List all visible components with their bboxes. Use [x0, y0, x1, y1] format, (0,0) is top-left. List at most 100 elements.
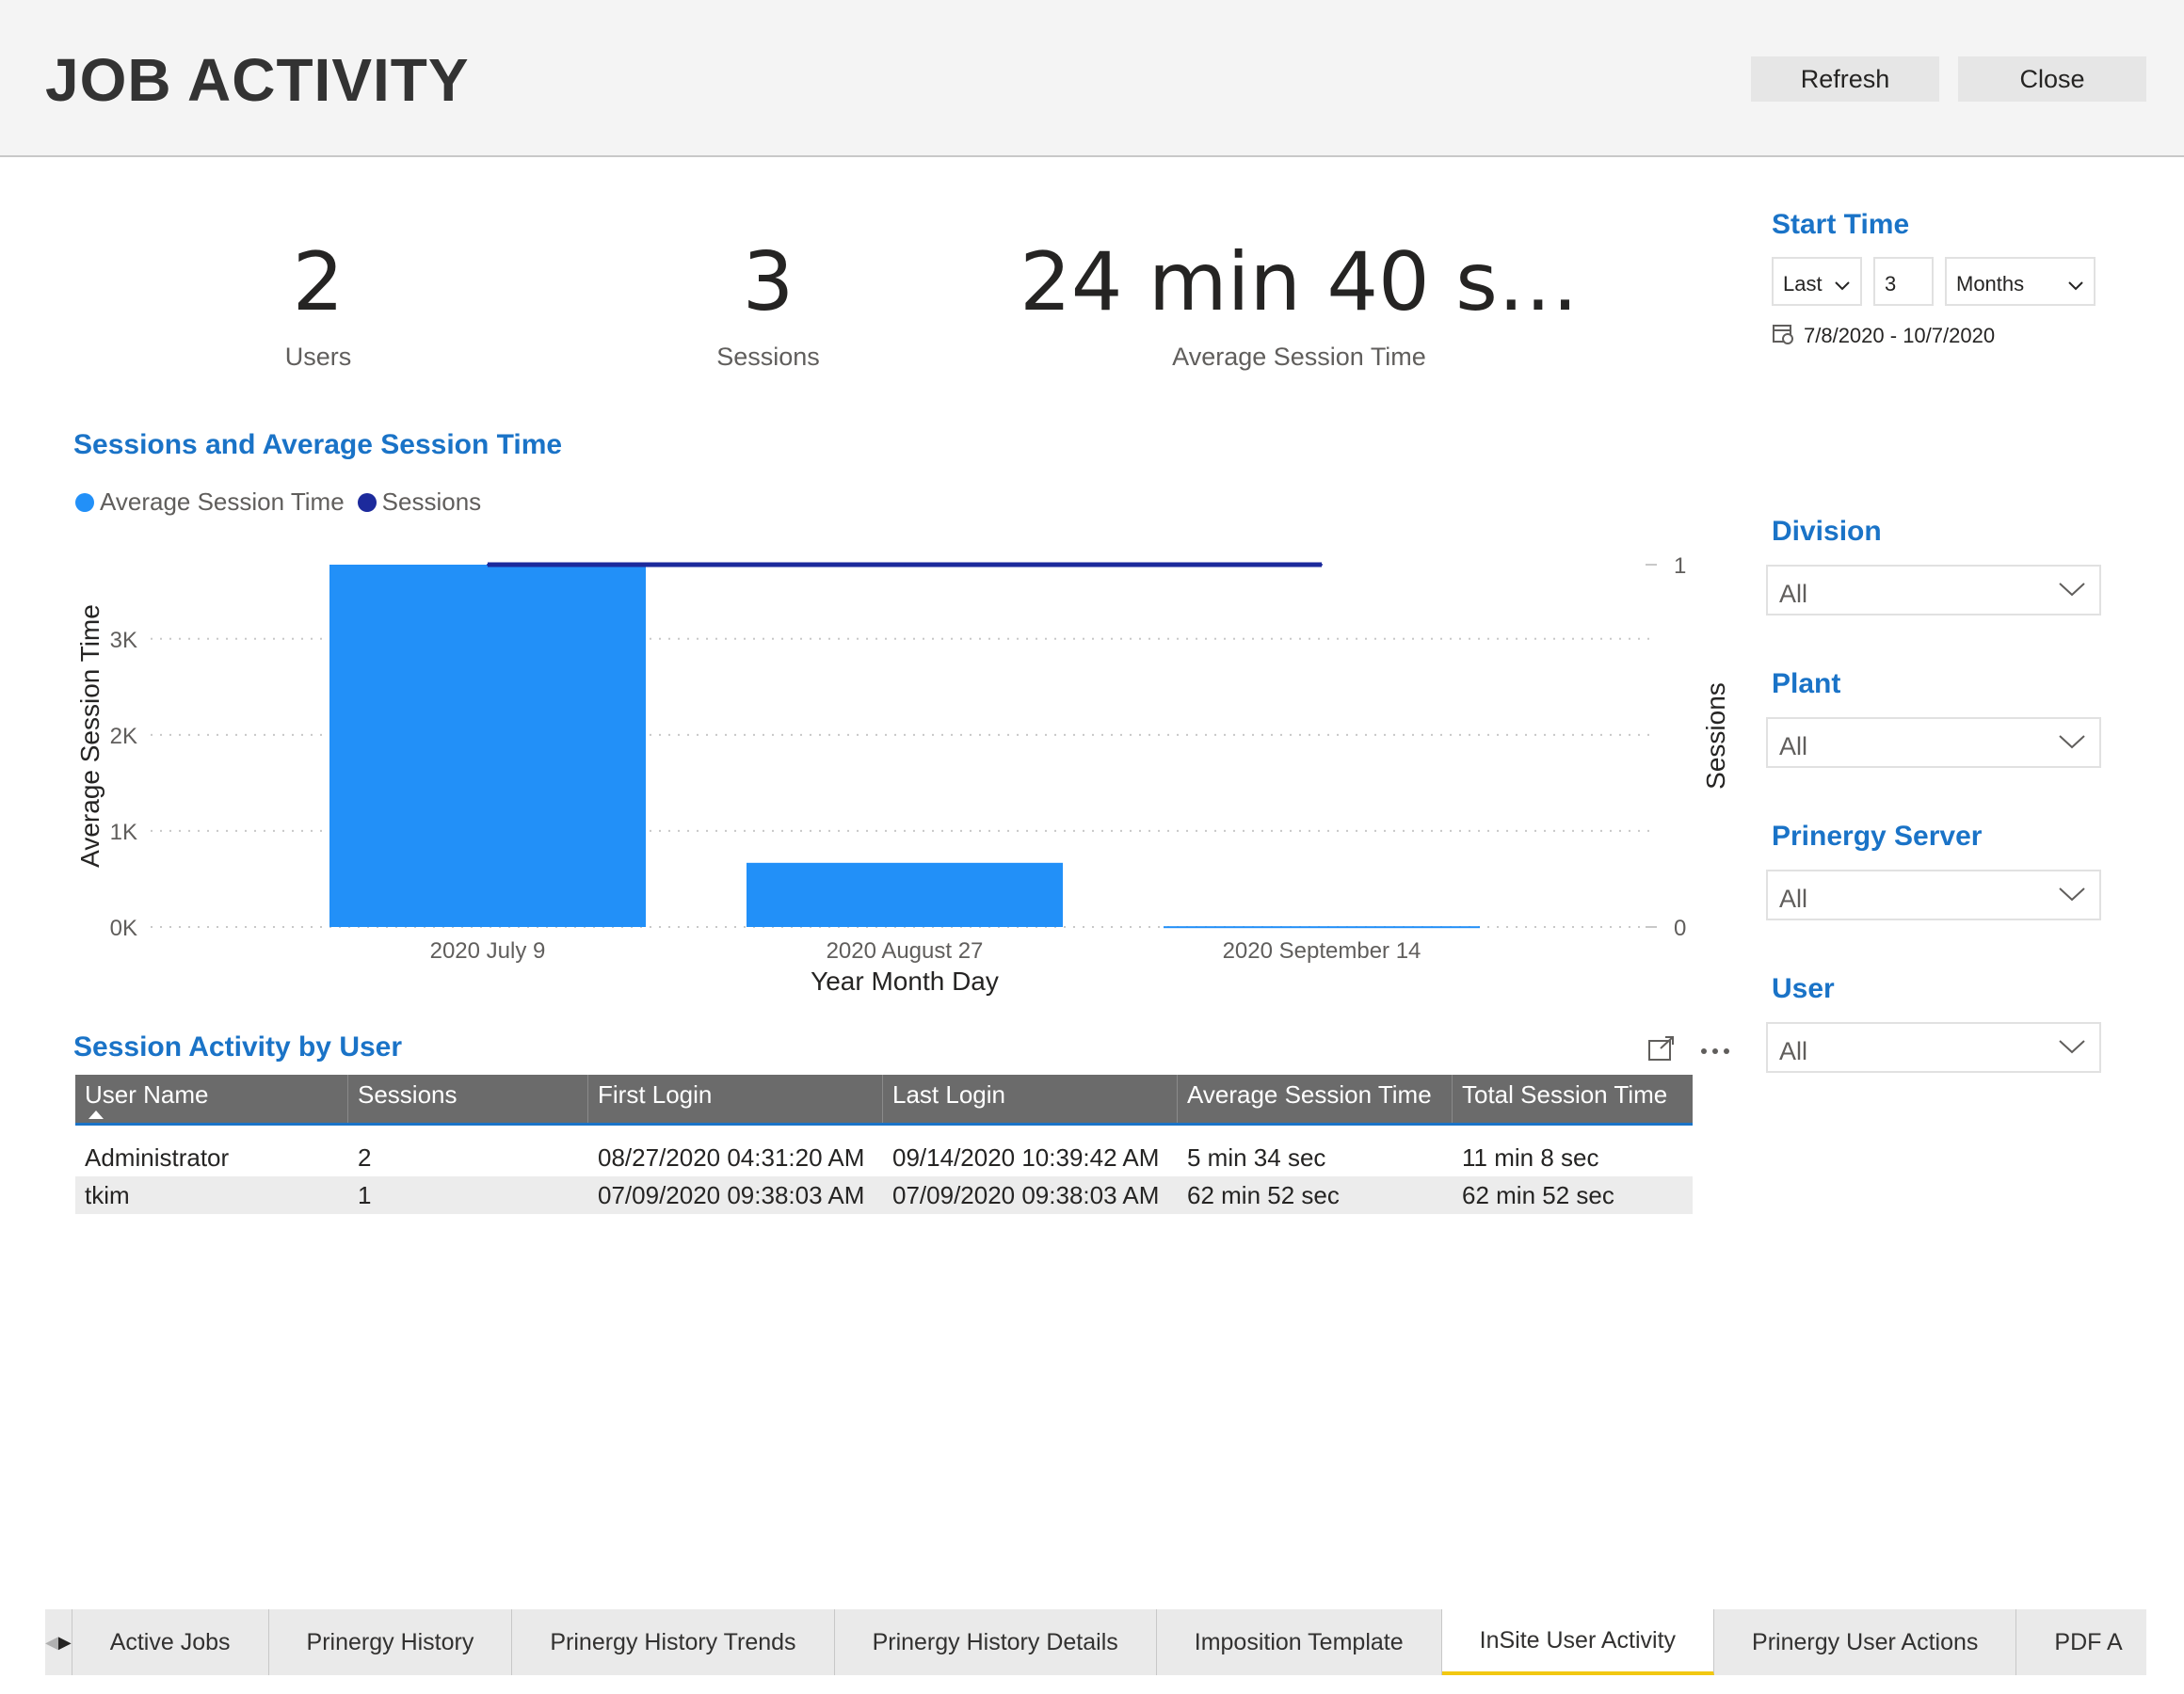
relative-unit-select[interactable]: Months — [1945, 257, 2096, 306]
table-row[interactable]: tkim 1 07/09/2020 09:38:03 AM 07/09/2020… — [75, 1176, 1693, 1214]
column-header-total-session-time[interactable]: Total Session Time — [1453, 1075, 1693, 1123]
date-range-text: 7/8/2020 - 10/7/2020 — [1804, 324, 1996, 347]
user-dropdown[interactable]: All — [1766, 1022, 2101, 1073]
tab-pdf[interactable]: PDF A — [2054, 1628, 2123, 1655]
kpi-users: 2 Users — [224, 235, 412, 372]
column-header-label: Average Session Time — [1187, 1080, 1432, 1109]
cell-average-session-time: 5 min 34 sec — [1187, 1143, 1326, 1172]
chevron-down-icon — [2067, 272, 2084, 296]
y-tick-label: 3K — [110, 628, 137, 653]
table-header-row: User Name Sessions First Login Last Logi… — [75, 1075, 1693, 1126]
tab-imposition-template[interactable]: Imposition Template — [1157, 1609, 1442, 1675]
chevron-down-icon — [2058, 1035, 2086, 1064]
cell-sessions: 2 — [358, 1143, 372, 1172]
chevron-down-icon — [2058, 578, 2086, 607]
relative-unit-value: Months — [1956, 272, 2025, 296]
sort-ascending-icon — [88, 1111, 104, 1119]
line-point — [487, 564, 489, 566]
legend-marker-average-session-time — [75, 492, 94, 512]
tab-prinergy-history[interactable]: Prinergy History — [269, 1609, 513, 1675]
kpi-sessions-label: Sessions — [716, 343, 820, 371]
relative-period-select[interactable]: Last — [1772, 257, 1862, 306]
table-row[interactable]: Administrator 2 08/27/2020 04:31:20 AM 0… — [75, 1139, 1693, 1176]
plant-filter-title: Plant — [1772, 668, 1841, 699]
chevron-down-icon — [2058, 883, 2086, 912]
plant-dropdown[interactable]: All — [1766, 717, 2101, 768]
column-header-user-name[interactable]: User Name — [75, 1075, 348, 1123]
column-header-label: Sessions — [358, 1080, 458, 1109]
chart-legend: Average Session Time Sessions — [75, 487, 494, 517]
tab-active-jobs[interactable]: Active Jobs — [72, 1609, 269, 1675]
column-header-label: Last Login — [892, 1080, 1005, 1109]
column-header-sessions[interactable]: Sessions — [348, 1075, 588, 1123]
table-title: Session Activity by User — [73, 1031, 403, 1063]
sessions-average-time-chart[interactable]: 0K 1K 2K 3K 0 1 2020 July 9 2020 August 27 2020 … — [0, 527, 1751, 998]
prinergy-server-dropdown[interactable]: All — [1766, 870, 2101, 920]
session-activity-table: User Name Sessions First Login Last Logi… — [75, 1075, 1693, 1214]
date-range: 7/8/2020 - 10/7/2020 — [1772, 322, 1995, 350]
kpi-users-value: 2 — [292, 235, 345, 329]
kpi-sessions: 3 Sessions — [674, 235, 862, 372]
cell-total-session-time: 62 min 52 sec — [1462, 1180, 1614, 1209]
tab-scroll-right-icon[interactable]: ▶ — [57, 1632, 72, 1652]
division-filter-title: Division — [1772, 516, 1882, 547]
cell-last-login: 07/09/2020 09:38:03 AM — [892, 1180, 1160, 1209]
x-tick-label: 2020 August 27 — [827, 938, 984, 964]
legend-marker-sessions — [357, 492, 377, 512]
tab-insite-user-activity[interactable]: InSite User Activity — [1441, 1609, 1715, 1675]
division-dropdown[interactable]: All — [1766, 565, 2101, 615]
calendar-icon — [1772, 322, 1794, 350]
user-value: All — [1779, 1037, 1808, 1065]
kpi-average-session-time-value: 24 min 40 s… — [1020, 235, 1579, 329]
bar — [747, 862, 1063, 927]
y-tick-label: 1K — [110, 820, 137, 845]
line-point — [904, 564, 906, 566]
relative-period-value: Last — [1783, 272, 1823, 296]
chevron-down-icon — [2058, 730, 2086, 759]
y2-tick-label: 0 — [1674, 916, 1686, 941]
refresh-button[interactable]: Refresh — [1751, 56, 1939, 102]
more-options-icon[interactable] — [1700, 1043, 1730, 1060]
tab-prinergy-history-trends[interactable]: Prinergy History Trends — [512, 1609, 835, 1675]
report-header: JOB ACTIVITY Refresh Close — [0, 0, 2184, 157]
y2-axis-title: Sessions — [1701, 682, 1730, 790]
kpi-users-label: Users — [284, 343, 352, 371]
relative-count-input[interactable]: 3 — [1873, 257, 1934, 306]
column-header-label: First Login — [598, 1080, 713, 1109]
kpi-average-session-time: 24 min 40 s… Average Session Time — [1017, 235, 1582, 372]
start-time-filter-title: Start Time — [1772, 209, 1910, 240]
column-header-first-login[interactable]: First Login — [588, 1075, 883, 1123]
kpi-sessions-value: 3 — [742, 235, 795, 329]
column-header-last-login[interactable]: Last Login — [883, 1075, 1178, 1123]
division-value: All — [1779, 580, 1808, 608]
x-tick-label: 2020 September 14 — [1223, 938, 1421, 964]
prinergy-server-value: All — [1779, 885, 1808, 913]
user-filter-title: User — [1772, 973, 1835, 1004]
column-header-average-session-time[interactable]: Average Session Time — [1178, 1075, 1453, 1123]
cell-average-session-time: 62 min 52 sec — [1187, 1180, 1340, 1209]
y-axis-title: Average Session Time — [75, 604, 104, 868]
cell-user-name: Administrator — [85, 1143, 230, 1172]
tab-prinergy-user-actions[interactable]: Prinergy User Actions — [1714, 1609, 2017, 1675]
page-title: JOB ACTIVITY — [45, 46, 470, 114]
cell-user-name: tkim — [85, 1180, 130, 1209]
column-header-label: Total Session Time — [1462, 1080, 1668, 1109]
tab-scroll-left-icon[interactable]: ◀ — [45, 1632, 58, 1652]
plant-value: All — [1779, 732, 1808, 760]
y2-tick-label: 1 — [1674, 553, 1686, 579]
bar — [329, 565, 646, 927]
kpi-average-session-time-label: Average Session Time — [1172, 343, 1426, 371]
legend-item-average-session-time[interactable]: Average Session Time — [75, 487, 345, 517]
y-tick-label: 0K — [110, 916, 137, 941]
chart-title: Sessions and Average Session Time — [73, 429, 563, 460]
y-tick-label: 2K — [110, 724, 137, 749]
cell-total-session-time: 11 min 8 sec — [1462, 1143, 1599, 1172]
legend-item-sessions[interactable]: Sessions — [357, 487, 481, 517]
close-button[interactable]: Close — [1958, 56, 2146, 102]
legend-label-average-session-time: Average Session Time — [100, 487, 345, 516]
cell-first-login: 07/09/2020 09:38:03 AM — [598, 1180, 865, 1209]
bar — [1164, 926, 1480, 929]
tab-prinergy-history-details[interactable]: Prinergy History Details — [835, 1609, 1157, 1675]
focus-mode-icon[interactable] — [1647, 1035, 1676, 1066]
line-point — [1321, 564, 1323, 566]
